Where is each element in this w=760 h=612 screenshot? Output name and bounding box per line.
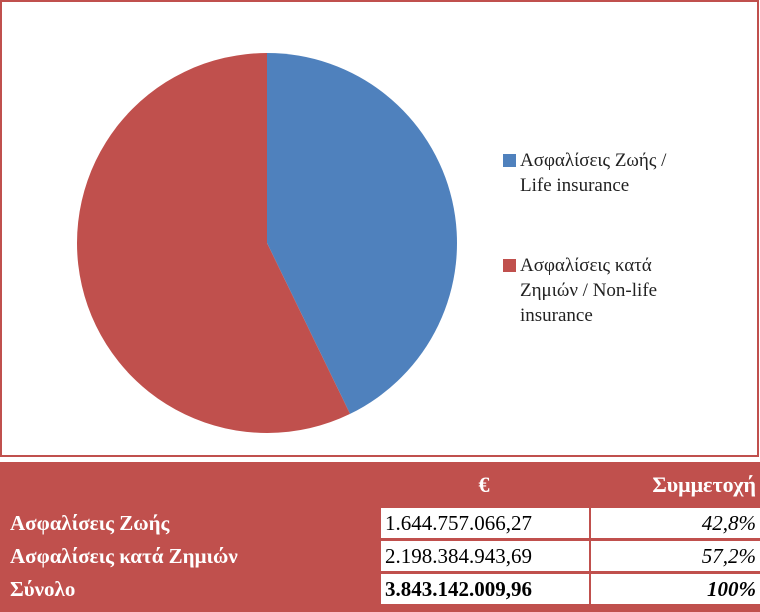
amount-cell: 1.644.757.066,27 — [379, 508, 589, 538]
row: Ασφαλίσεις Ζωής 1.644.757.066,27 42,8% — [0, 508, 760, 538]
amount-cell: 3.843.142.009,96 — [379, 574, 589, 604]
legend-swatch — [503, 154, 516, 167]
row: Ασφαλίσεις κατά Ζημιών 2.198.384.943,69 … — [0, 541, 760, 571]
legend-label: Ασφαλίσεις Ζωής / Life insurance — [520, 150, 667, 196]
header-cell: € — [478, 472, 490, 497]
pie-slice — [267, 53, 457, 414]
header-cell: Συμμετοχή — [652, 472, 756, 497]
header-row: € Συμμετοχή — [0, 465, 760, 505]
share-cell: 57,2% — [589, 541, 760, 571]
legend-item: Ασφαλίσεις Ζωής / Life insurance — [503, 148, 670, 198]
row-label: Ασφαλίσεις κατά Ζημιών — [10, 543, 238, 568]
legend-swatch — [503, 259, 516, 272]
row-label: Σύνολο — [10, 576, 76, 601]
legend-label: Ασφαλίσεις κατά Ζημιών / Non-life insura… — [520, 255, 658, 326]
data-table: € Συμμετοχή Ασφαλίσεις Ζωής 1.644.757.06… — [0, 462, 760, 612]
row-label: Ασφαλίσεις Ζωής — [10, 510, 170, 535]
share-cell: 42,8% — [589, 508, 760, 538]
table: € Συμμετοχή Ασφαλίσεις Ζωής 1.644.757.06… — [0, 462, 760, 607]
total-row: Σύνολο 3.843.142.009,96 100% — [0, 574, 760, 604]
legend-item: Ασφαλίσεις κατά Ζημιών / Non-life insura… — [503, 253, 670, 328]
chart — [0, 0, 759, 457]
amount-cell: 2.198.384.943,69 — [379, 541, 589, 571]
share-cell: 100% — [589, 574, 760, 604]
pie-slice — [77, 53, 351, 433]
